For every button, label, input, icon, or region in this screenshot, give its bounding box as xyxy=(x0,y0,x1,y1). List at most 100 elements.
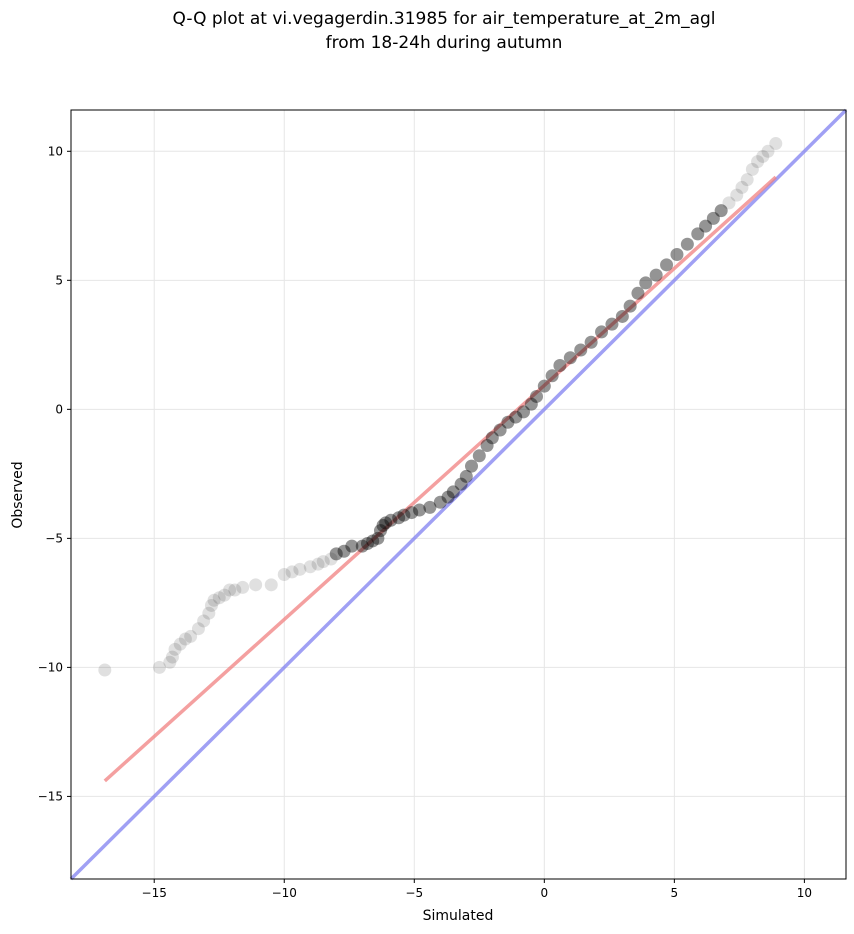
qq-point xyxy=(699,219,713,233)
qq-point xyxy=(412,503,426,517)
qq-point xyxy=(277,567,291,581)
qq-point xyxy=(212,591,226,605)
x-tick-label: 5 xyxy=(671,886,679,900)
qq-point xyxy=(660,258,674,272)
qq-point xyxy=(545,369,559,383)
qq-point xyxy=(236,580,250,594)
qq-point xyxy=(345,539,359,553)
qq-point xyxy=(480,438,494,452)
qq-point xyxy=(761,144,775,158)
qq-point xyxy=(191,622,205,636)
qq-point xyxy=(563,351,577,365)
x-tick-label: 0 xyxy=(541,886,549,900)
qq-point xyxy=(433,495,447,509)
qq-point xyxy=(197,614,211,628)
x-tick-label: −5 xyxy=(405,886,423,900)
qq-point xyxy=(165,650,179,664)
y-tick-label: −15 xyxy=(38,789,63,803)
qq-point xyxy=(553,358,567,372)
qq-point xyxy=(446,485,460,499)
qq-point xyxy=(706,211,720,225)
qq-point xyxy=(574,343,588,357)
qq-point xyxy=(493,423,507,437)
qq-point xyxy=(163,655,177,669)
qq-point xyxy=(530,389,544,403)
qq-point xyxy=(217,588,231,602)
qq-point xyxy=(366,534,380,548)
x-tick-label: 10 xyxy=(797,886,812,900)
qq-point xyxy=(303,560,317,574)
x-tick-label: −10 xyxy=(272,886,297,900)
qq-point xyxy=(178,632,192,646)
qq-point xyxy=(691,227,705,241)
qq-point xyxy=(454,477,468,491)
qq-point xyxy=(517,405,531,419)
x-axis-label: Simulated xyxy=(423,908,494,924)
qq-point xyxy=(595,325,609,339)
qq-point xyxy=(173,637,187,651)
qq-point xyxy=(392,511,406,525)
chart-title-line-2: from 18-24h during autumn xyxy=(326,33,563,53)
qq-point xyxy=(376,518,390,532)
y-axis-label: Observed xyxy=(10,461,26,528)
qq-point xyxy=(285,565,299,579)
qq-point xyxy=(207,593,221,607)
qq-point xyxy=(722,196,736,210)
qq-point xyxy=(355,539,369,553)
fit-line-layer xyxy=(103,175,777,783)
identity-line xyxy=(69,108,848,881)
qq-point xyxy=(735,180,749,194)
qq-point xyxy=(584,335,598,349)
qq-point xyxy=(459,469,473,483)
qq-point xyxy=(184,629,198,643)
qq-point xyxy=(373,524,387,538)
qq-point xyxy=(649,268,663,282)
identity-line-layer xyxy=(69,108,848,881)
chart-title-line-1: Q-Q plot at vi.vegagerdin.31985 for air_… xyxy=(172,9,715,29)
qq-point xyxy=(615,309,629,323)
qq-point xyxy=(740,173,754,187)
qq-point xyxy=(605,317,619,331)
plot-frame xyxy=(70,109,847,880)
qq-point xyxy=(509,410,523,424)
qq-point xyxy=(670,248,684,262)
x-tick-label: −15 xyxy=(142,886,167,900)
y-tick-label: −10 xyxy=(38,660,63,674)
qq-point xyxy=(537,379,551,393)
qq-point xyxy=(204,598,218,612)
qq-point xyxy=(264,578,278,592)
qq-point xyxy=(379,516,393,530)
qq-point xyxy=(223,583,237,597)
y-tick-label: 0 xyxy=(55,402,63,416)
qq-point xyxy=(730,188,744,202)
qq-point xyxy=(293,562,307,576)
qq-point xyxy=(472,449,486,463)
qq-point xyxy=(524,397,538,411)
qq-point xyxy=(360,537,374,551)
qq-point xyxy=(631,286,645,300)
qq-point xyxy=(371,531,385,545)
qq-point xyxy=(152,660,166,674)
qq-point xyxy=(316,555,330,569)
qq-point xyxy=(441,490,455,504)
qq-point xyxy=(384,513,398,527)
qq-point xyxy=(168,642,182,656)
qq-point xyxy=(680,237,694,251)
y-tick-label: 5 xyxy=(55,273,63,287)
qq-points xyxy=(98,137,783,677)
x-axis-ticks: −15 −10 −5 0 5 10 xyxy=(142,879,812,900)
qq-point xyxy=(405,506,419,520)
grid-lines xyxy=(71,110,846,879)
qq-point xyxy=(423,500,437,514)
qq-point xyxy=(329,547,343,561)
qq-point xyxy=(465,459,479,473)
qq-point xyxy=(756,149,770,163)
qq-point xyxy=(337,544,351,558)
y-tick-label: −5 xyxy=(45,531,63,545)
qq-point xyxy=(485,431,499,445)
qq-point xyxy=(714,204,728,218)
qq-point xyxy=(769,137,783,151)
qq-point xyxy=(745,162,759,176)
qq-point xyxy=(639,276,653,290)
